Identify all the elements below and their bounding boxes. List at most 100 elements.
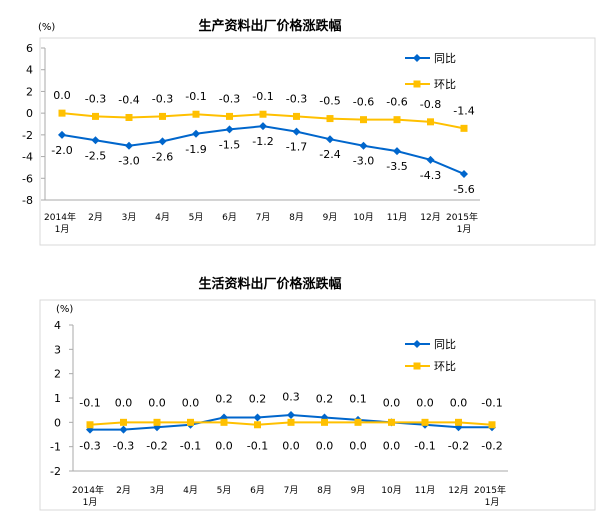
data-label: -1.7 xyxy=(286,141,307,154)
data-label: -0.1 xyxy=(247,439,268,452)
data-point xyxy=(488,421,496,429)
data-label: -0.2 xyxy=(448,439,469,452)
x-tick-label: 3月 xyxy=(122,212,137,223)
data-point xyxy=(360,116,367,124)
data-label: 0.0 xyxy=(182,396,200,409)
chart-title: 生产资料出厂价格涨跌幅 xyxy=(198,18,341,34)
data-point xyxy=(120,418,127,426)
data-label: 0.3 xyxy=(282,390,300,403)
data-point xyxy=(253,413,262,422)
x-tick-label: 1月 xyxy=(485,497,500,508)
chart-title: 生活资料出厂价格涨跌幅 xyxy=(198,276,341,292)
y-tick-label: 1 xyxy=(54,392,61,405)
y-axis-unit: (%) xyxy=(56,304,73,315)
x-tick-label: 10月 xyxy=(381,485,401,496)
data-label: -0.3 xyxy=(152,92,173,105)
y-tick-label: 6 xyxy=(26,42,33,55)
data-point xyxy=(460,169,468,178)
legend-marker xyxy=(413,362,421,370)
data-point xyxy=(321,418,328,426)
data-point xyxy=(192,129,200,138)
y-tick-label: -2 xyxy=(50,465,61,478)
data-label: 0.0 xyxy=(115,396,133,409)
data-point xyxy=(259,122,267,131)
data-label: 0.0 xyxy=(148,396,166,409)
x-tick-label: 7月 xyxy=(256,212,271,223)
y-tick-label: -4 xyxy=(22,151,33,164)
x-tick-label: 5月 xyxy=(217,485,232,496)
data-point xyxy=(393,147,401,156)
data-label: -1.2 xyxy=(252,135,273,148)
x-tick-label: 2014年 xyxy=(44,211,76,223)
data-label: -2.6 xyxy=(152,150,173,163)
y-tick-label: 3 xyxy=(54,343,61,356)
data-label: -0.5 xyxy=(319,95,340,108)
data-label: -0.6 xyxy=(386,96,407,109)
x-tick-label: 4月 xyxy=(183,485,198,496)
data-point xyxy=(192,110,200,118)
data-label: -0.3 xyxy=(286,92,307,105)
x-tick-label: 12月 xyxy=(448,485,468,496)
data-point xyxy=(393,116,401,124)
data-label: 0.2 xyxy=(316,392,334,405)
x-tick-label: 12月 xyxy=(420,212,440,223)
data-point xyxy=(388,418,395,426)
x-tick-label: 2月 xyxy=(116,485,131,496)
y-tick-label: 4 xyxy=(54,319,61,332)
data-label: -0.3 xyxy=(113,439,134,452)
data-point xyxy=(254,421,261,429)
data-point xyxy=(354,418,362,426)
legend-label: 环比 xyxy=(434,360,456,373)
data-point xyxy=(125,141,133,150)
data-label: 0.0 xyxy=(450,396,468,409)
x-tick-label: 4月 xyxy=(155,212,170,223)
data-label: -4.3 xyxy=(420,169,441,182)
data-label: -2.4 xyxy=(319,148,340,161)
data-label: 0.0 xyxy=(316,439,334,452)
x-tick-label: 1月 xyxy=(55,224,70,235)
data-label: -2.0 xyxy=(51,144,72,157)
data-point xyxy=(91,136,100,145)
data-point xyxy=(158,137,167,146)
x-tick-label: 2015年 xyxy=(474,484,506,496)
data-point xyxy=(460,124,468,132)
x-tick-label: 2月 xyxy=(88,212,103,223)
legend-label: 同比 xyxy=(434,52,456,65)
x-tick-label: 10月 xyxy=(353,212,373,223)
x-tick-label: 1月 xyxy=(83,497,98,508)
x-tick-label: 5月 xyxy=(189,212,204,223)
data-point xyxy=(159,112,166,120)
x-tick-label: 6月 xyxy=(250,485,265,496)
data-label: -0.1 xyxy=(414,439,435,452)
x-tick-label: 11月 xyxy=(387,212,407,223)
data-label: -5.6 xyxy=(453,183,474,196)
data-point xyxy=(226,112,233,120)
data-point xyxy=(259,110,267,118)
x-tick-label: 7月 xyxy=(284,485,299,496)
data-label: -0.1 xyxy=(252,90,273,103)
y-tick-label: 2 xyxy=(26,85,33,98)
data-point xyxy=(359,141,368,150)
x-tick-label: 8月 xyxy=(289,212,304,223)
data-label: -0.1 xyxy=(481,396,502,409)
data-label: -0.8 xyxy=(420,98,441,111)
data-label: -0.6 xyxy=(353,96,374,109)
x-tick-label: 9月 xyxy=(323,212,338,223)
data-label: 0.0 xyxy=(383,439,401,452)
data-label: -0.1 xyxy=(79,396,100,409)
x-tick-label: 8月 xyxy=(317,485,332,496)
data-point xyxy=(292,127,301,136)
data-point xyxy=(153,418,161,426)
data-label: 0.2 xyxy=(249,392,267,405)
y-tick-label: -1 xyxy=(50,441,61,454)
data-label: -1.9 xyxy=(185,143,206,156)
data-label: -3.0 xyxy=(353,155,374,168)
data-label: -0.2 xyxy=(481,439,502,452)
data-label: 0.0 xyxy=(215,439,233,452)
data-label: -2.5 xyxy=(85,149,106,162)
data-label: -0.3 xyxy=(219,92,240,105)
data-label: 0.0 xyxy=(349,439,367,452)
